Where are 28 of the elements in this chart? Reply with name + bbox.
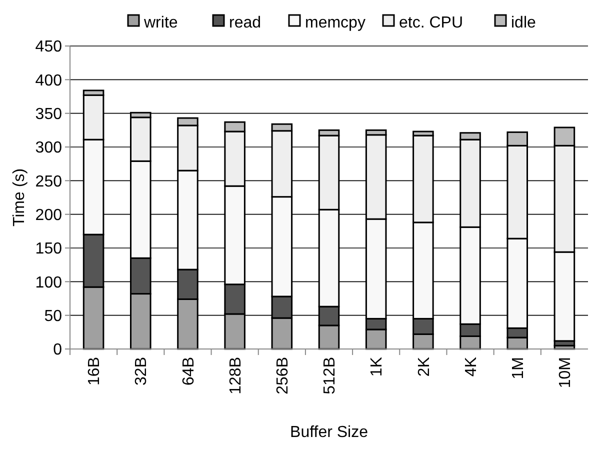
- x-tick-label: 32B: [133, 357, 150, 386]
- x-tick-label: 10M: [557, 357, 574, 388]
- x-tick-label: 512B: [322, 357, 339, 394]
- legend-label: write: [143, 14, 178, 32]
- x-tick-label: 64B: [180, 357, 198, 386]
- y-tick-label: 150: [35, 240, 62, 258]
- y-tick-label: 100: [35, 274, 62, 292]
- legend-label: idle: [511, 14, 536, 32]
- x-tick-label: 1K: [368, 356, 386, 377]
- y-tick-label: 50: [44, 308, 62, 325]
- x-tick-label: 16B: [86, 357, 104, 386]
- x-tick-label: 1M: [510, 357, 527, 380]
- y-tick-label: 200: [35, 206, 62, 224]
- legend-label: etc. CPU: [399, 14, 464, 32]
- x-tick-label: 128B: [227, 357, 244, 394]
- y-tick-label: 400: [35, 72, 62, 90]
- x-tick-label: 2K: [416, 356, 433, 377]
- y-axis-title: Time (s): [11, 168, 28, 227]
- y-tick-label: 250: [35, 173, 62, 190]
- legend-label: read: [229, 14, 262, 32]
- y-tick-label: 0: [53, 342, 62, 359]
- y-tick-label: 350: [35, 106, 62, 123]
- y-tick-label: 450: [35, 38, 62, 56]
- x-tick-label: 256B: [274, 357, 292, 394]
- y-tick-label: 300: [35, 140, 62, 157]
- x-tick-label: 4K: [462, 356, 480, 377]
- x-axis-title: Buffer Size: [290, 424, 368, 441]
- legend-label: memcpy: [305, 14, 366, 32]
